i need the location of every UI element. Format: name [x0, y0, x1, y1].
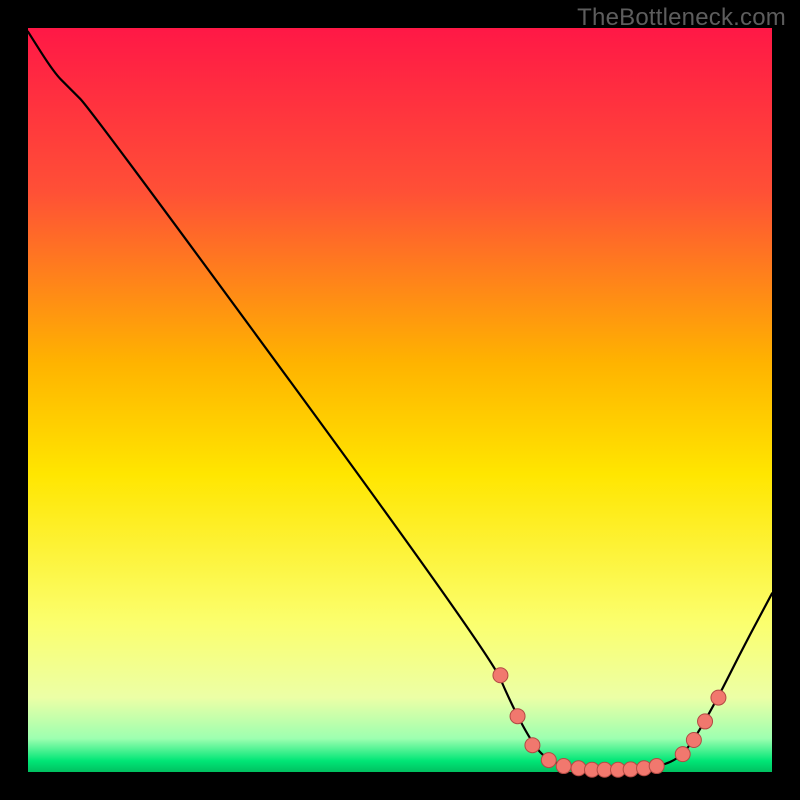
chart-stage: { "watermark": { "text": "TheBottleneck.…: [0, 0, 800, 800]
curve-marker: [698, 714, 713, 729]
curve-marker: [556, 759, 571, 774]
curve-marker: [510, 709, 525, 724]
curve-marker: [711, 690, 726, 705]
bottleneck-chart: [0, 0, 800, 800]
curve-marker: [525, 738, 540, 753]
curve-marker: [649, 759, 664, 774]
curve-marker: [597, 762, 612, 777]
plot-background: [28, 28, 772, 772]
curve-marker: [623, 762, 638, 777]
curve-marker: [686, 733, 701, 748]
curve-marker: [493, 668, 508, 683]
curve-marker: [571, 761, 586, 776]
watermark-text: TheBottleneck.com: [577, 4, 786, 32]
curve-marker: [541, 753, 556, 768]
curve-marker: [675, 747, 690, 762]
